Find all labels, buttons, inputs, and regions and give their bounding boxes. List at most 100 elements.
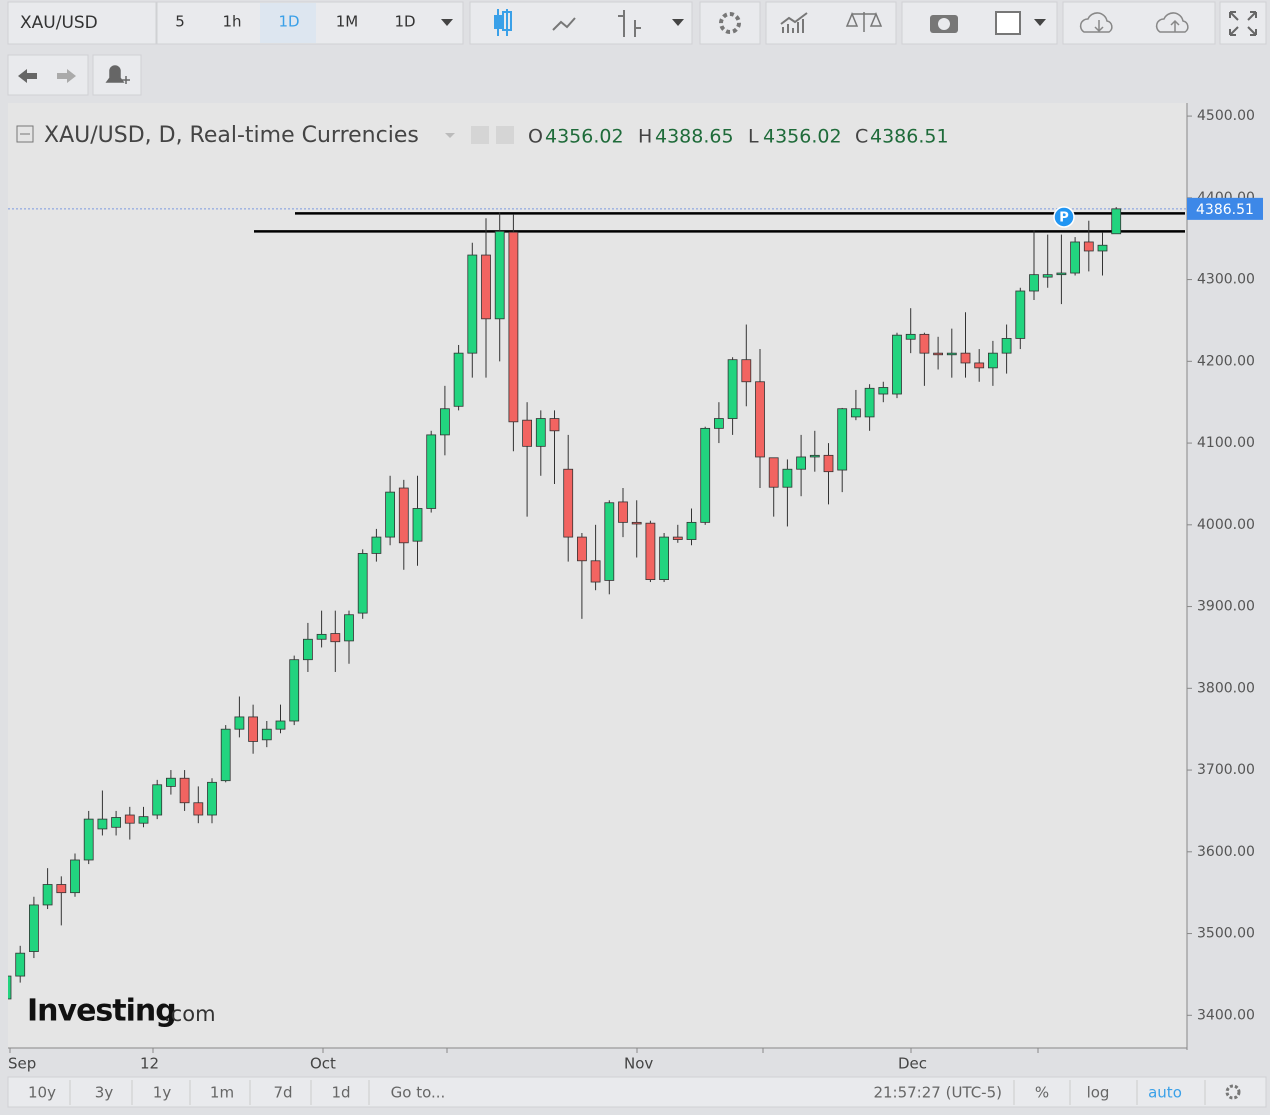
candle-body: [165, 777, 176, 787]
scale-option[interactable]: %: [1035, 1084, 1049, 1102]
candle-body: [111, 817, 121, 828]
last-price-label: 4386.51: [1196, 202, 1254, 218]
candle-body: [864, 387, 875, 418]
interval[interactable]: 5: [175, 13, 185, 31]
candle-body: [988, 352, 998, 369]
y-tick-label: 3700.00: [1197, 762, 1255, 778]
dropdown-arrow[interactable]: [1034, 19, 1046, 26]
bottom-items: 10y 3y 1y 1m 7d 1d Go to... 21:57:27 (UTC-5)% lo…: [28, 1080, 1206, 1105]
time: 21:57:27 (UTC-5): [873, 1084, 1002, 1102]
candle-body: [467, 254, 478, 354]
candle-body: [823, 454, 834, 473]
candle-body: [645, 522, 656, 580]
interval-active: [260, 3, 316, 43]
redo-icon[interactable]: [57, 69, 76, 83]
collapse-icon[interactable]: [16, 125, 34, 143]
candle-body: [686, 521, 697, 540]
candle-body: [522, 419, 532, 447]
candle-body: [8, 975, 12, 1000]
dropdown-arrow[interactable]: [672, 19, 684, 26]
gear-icon[interactable]: [1225, 1084, 1241, 1100]
candle-body: [316, 633, 327, 640]
symbol-box[interactable]: [7, 1, 157, 45]
candle-body: [1029, 274, 1039, 292]
candle-body: [42, 884, 53, 906]
candle-body: [1015, 290, 1026, 339]
candle-body: [755, 381, 765, 458]
candle-body: [275, 720, 286, 730]
ohlc-value: 4388.65: [655, 126, 734, 148]
ohlc-legend: O 4356.02 H 4388.65 L 4356.02 C 4386.51: [528, 126, 949, 148]
fullscreen-button[interactable]: [1219, 1, 1267, 45]
title-dropdown[interactable]: [445, 133, 455, 138]
x-tick-label: Oct: [310, 1055, 336, 1073]
ohlc-value: 4386.51: [870, 126, 949, 148]
candle-body: [138, 816, 149, 824]
interval[interactable]: 1M: [336, 13, 359, 31]
interval[interactable]: 1D: [394, 13, 415, 31]
logo-brand: Investing: [27, 994, 176, 1029]
candle-body: [207, 781, 217, 816]
range-button[interactable]: 3y: [95, 1084, 114, 1102]
eye-icon[interactable]: [471, 126, 489, 144]
candle-body: [83, 818, 94, 861]
candle-body: [892, 334, 902, 395]
y-tick-label: 3900.00: [1197, 599, 1255, 615]
candle-body: [234, 716, 245, 730]
symbol: XAU/USD: [20, 13, 98, 33]
top-toolbar: XAU/USD 5 1h 1D 1M 1D: [7, 1, 1267, 45]
range-button[interactable]: 1y: [153, 1084, 172, 1102]
settings-button[interactable]: [699, 1, 761, 45]
candle-body: [1001, 338, 1012, 354]
candle-body: [248, 716, 259, 742]
logo-suffix: .com: [164, 1002, 216, 1026]
bottom-bar: [7, 1076, 1267, 1108]
indicator-icon[interactable]: [780, 12, 808, 33]
y-tick-label: 3800.00: [1197, 680, 1255, 696]
candle-body: [714, 418, 724, 429]
candle-body: [1042, 274, 1053, 278]
candle-body: [672, 536, 683, 540]
x-tick-label: Sep: [8, 1055, 36, 1073]
candle-body: [385, 491, 396, 538]
line-icon[interactable]: [552, 17, 576, 31]
candle-body: [371, 536, 382, 554]
undo-icon[interactable]: [18, 69, 37, 83]
compare-icon[interactable]: [845, 12, 883, 32]
range-button[interactable]: Go to...: [391, 1084, 446, 1102]
bar-icon[interactable]: [618, 10, 641, 37]
range-button[interactable]: 10y: [28, 1084, 56, 1102]
range-button[interactable]: 1d: [331, 1084, 350, 1102]
range-button[interactable]: 1m: [210, 1084, 234, 1102]
candle-body: [344, 614, 354, 642]
interval[interactable]: 1D: [278, 13, 299, 31]
ohlc-label: L: [748, 126, 759, 148]
y-tick-label: 4100.00: [1197, 435, 1255, 451]
ohlc-label: O: [528, 126, 543, 148]
y-tick-label: 3600.00: [1197, 844, 1255, 860]
alert-icon: [105, 65, 130, 84]
dropdown-arrow[interactable]: [441, 19, 453, 26]
scale-option[interactable]: log: [1087, 1084, 1110, 1102]
candle-body: [563, 468, 574, 538]
scale-option[interactable]: auto: [1148, 1084, 1182, 1102]
candle-body: [453, 352, 464, 407]
candle-body: [946, 352, 957, 356]
rect-icon[interactable]: [995, 11, 1021, 35]
settings-icon[interactable]: [496, 126, 514, 144]
candle-body: [357, 553, 368, 614]
range-button[interactable]: 7d: [273, 1084, 292, 1102]
cloud-download-icon[interactable]: [1079, 12, 1113, 33]
candle-icon[interactable]: [494, 9, 512, 36]
ohlc-label: C: [855, 126, 868, 148]
x-tick-label: Nov: [624, 1055, 653, 1073]
candle-body: [851, 408, 861, 418]
y-tick-label: 3400.00: [1197, 1007, 1255, 1023]
interval[interactable]: 1h: [222, 13, 241, 31]
last-price-box: [1187, 197, 1263, 220]
candle-body: [28, 904, 39, 952]
cloud-upload-icon[interactable]: [1155, 12, 1189, 33]
cloud-group: [1062, 1, 1216, 45]
candle-body: [796, 456, 806, 470]
candle-body: [768, 457, 779, 488]
